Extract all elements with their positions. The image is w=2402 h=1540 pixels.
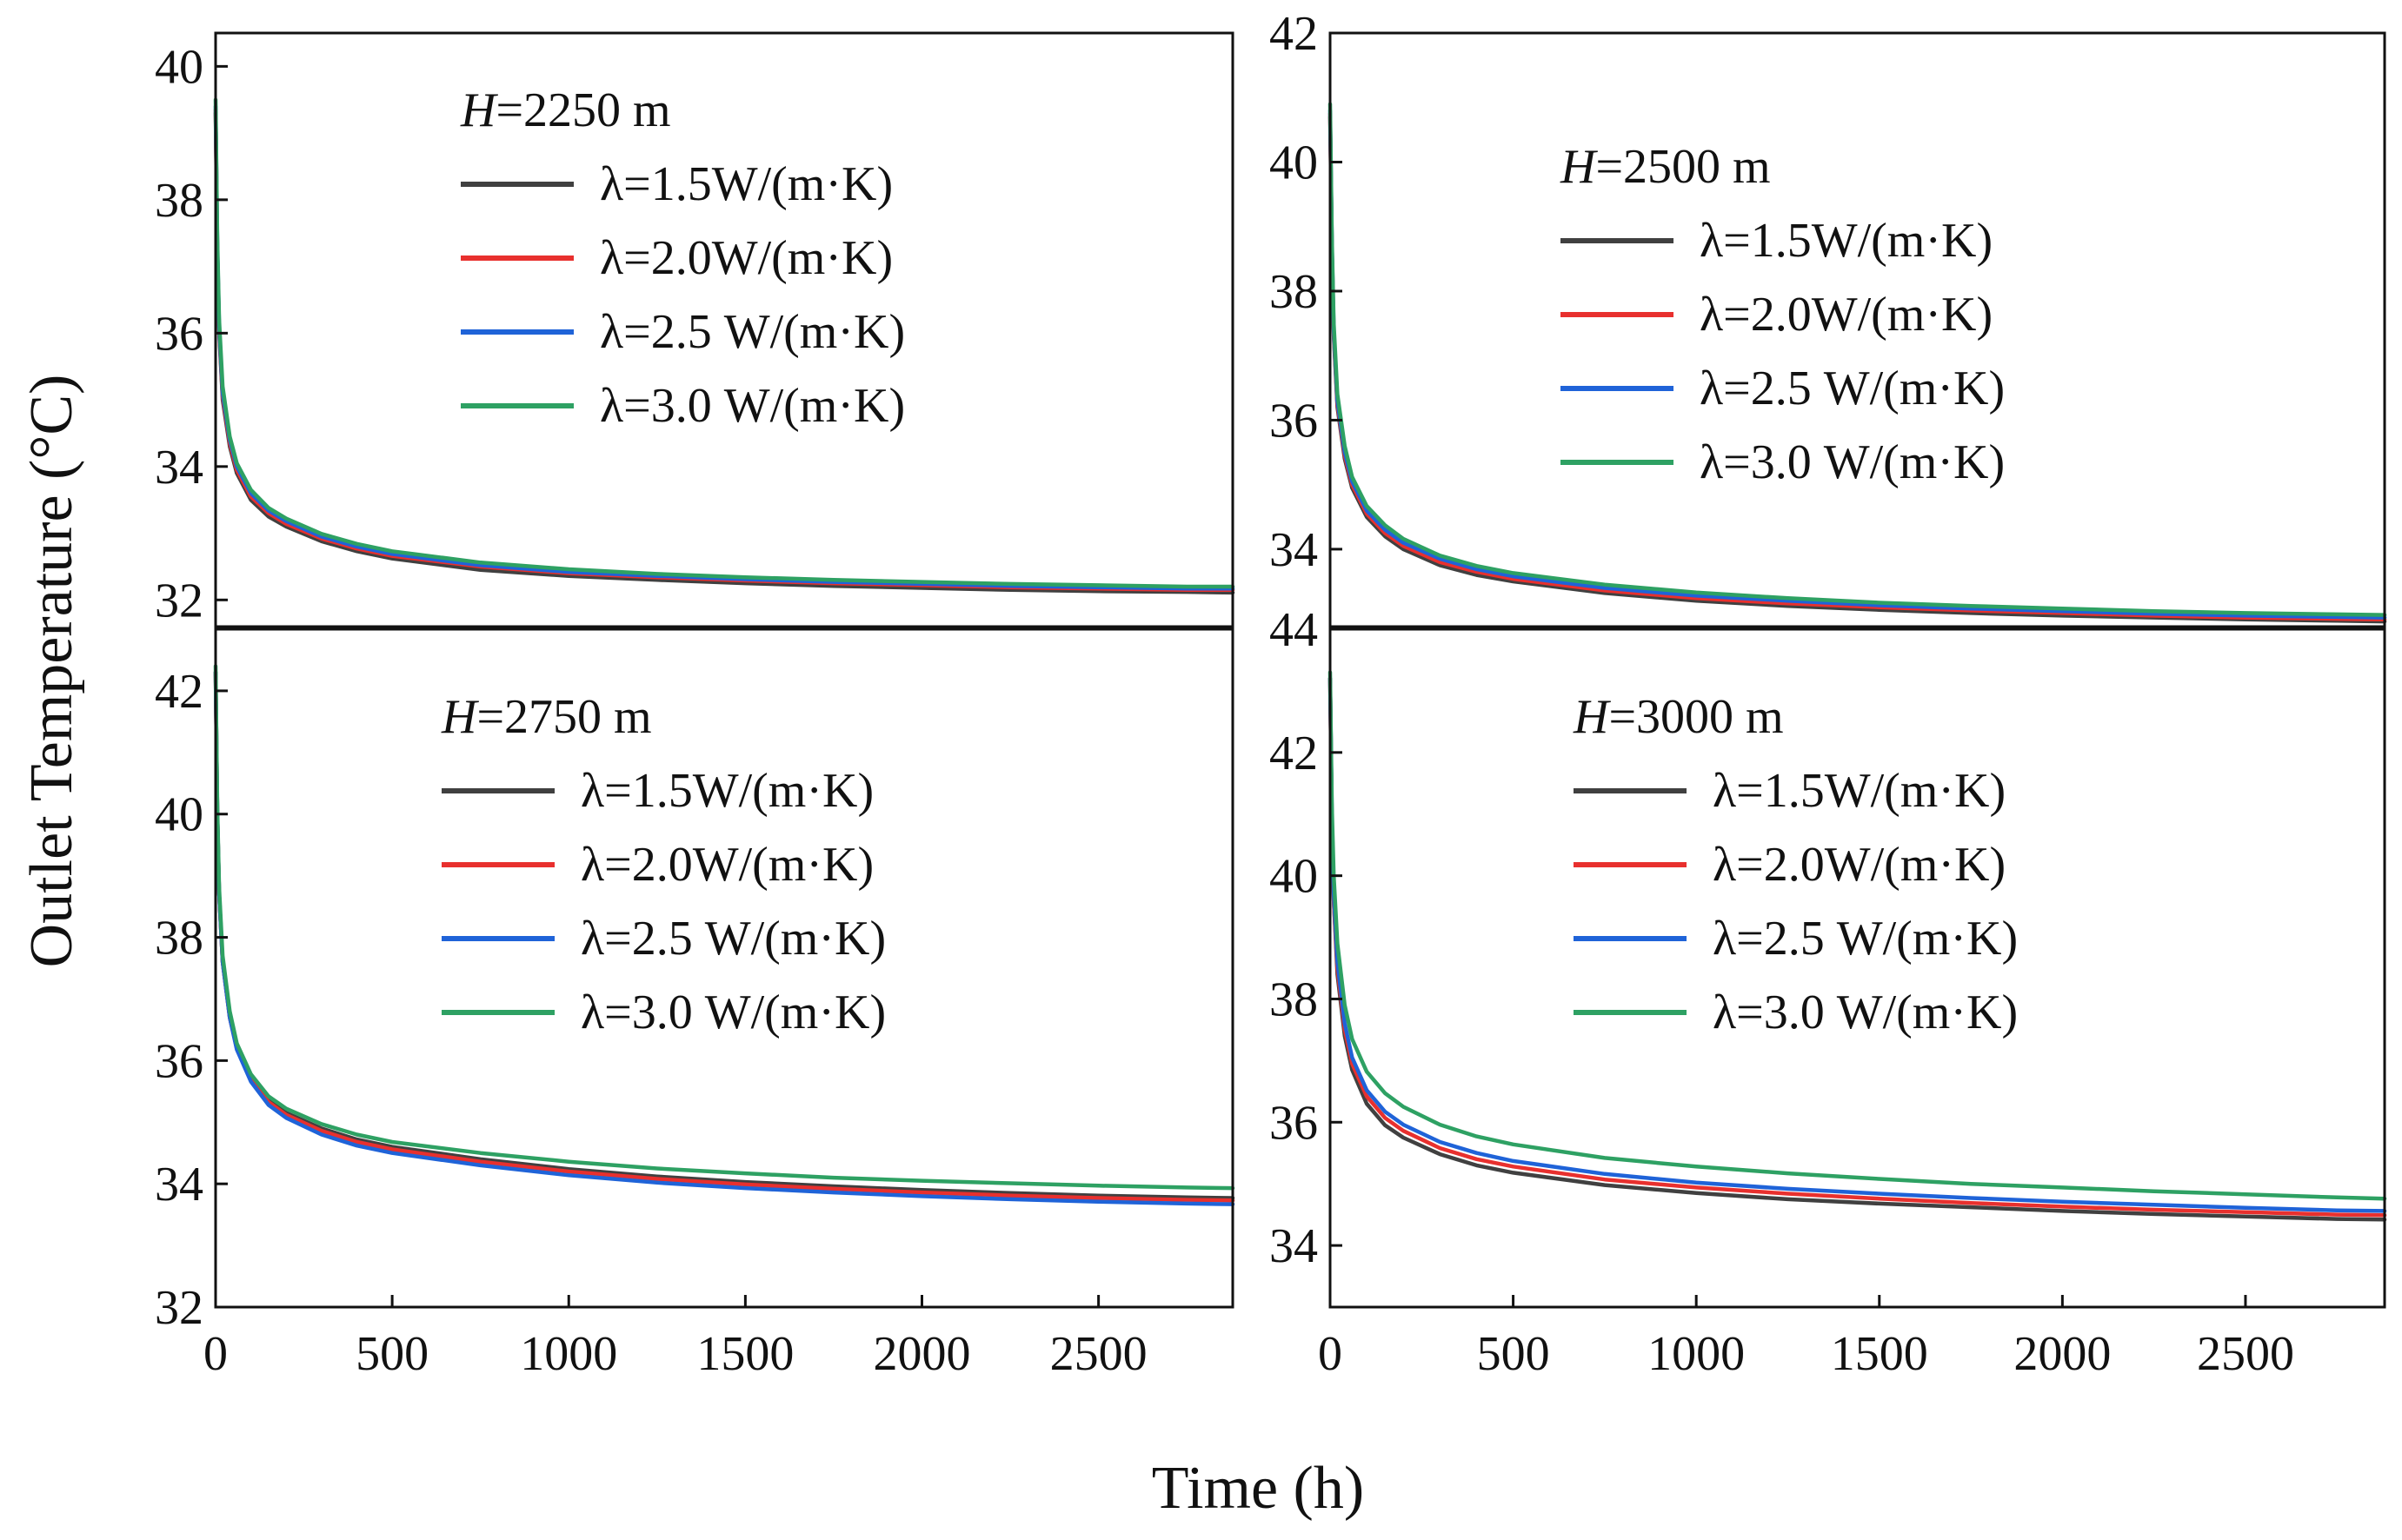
x-tick-label: 2500 <box>1050 1327 1148 1381</box>
y-tick-label: 42 <box>1269 7 1318 61</box>
panel-title-value: =2750 m <box>476 690 651 744</box>
y-tick-label: 36 <box>1269 394 1318 448</box>
panel-title-value: =3000 m <box>1608 690 1783 744</box>
legend-label: λ=1.5W/(m·K) <box>1700 214 1993 268</box>
legend-label: λ=2.0W/(m·K) <box>1700 288 1993 342</box>
panel-title: H=2500 m <box>1560 140 1771 194</box>
panel-title: H=3000 m <box>1573 690 1784 744</box>
plot-frame <box>214 627 1234 1309</box>
y-tick-label: 34 <box>1269 523 1318 577</box>
legend-label: λ=2.0W/(m·K) <box>581 838 874 892</box>
y-tick-label: 34 <box>155 1158 203 1211</box>
y-tick-label: 34 <box>155 441 203 495</box>
x-axis-title: Time (h) <box>1152 1455 1364 1522</box>
panel-4: 34 36 38 40 42 44 0 500 1000 1500 2000 2500 H=3000 m… <box>1269 603 2387 1381</box>
legend-label: λ=2.5 W/(m·K) <box>581 912 886 966</box>
panel-title: H=2750 m <box>441 690 652 744</box>
legend-label: λ=2.5 W/(m·K) <box>1700 362 2005 415</box>
x-tick-label: 1000 <box>1647 1327 1745 1381</box>
series-line-4 <box>1327 670 2387 1201</box>
x-tick-label: 2000 <box>874 1327 971 1381</box>
panel-title-variable: H <box>1573 690 1611 744</box>
y-tick-label: 40 <box>155 40 203 94</box>
x-tick-label: 0 <box>1318 1327 1342 1381</box>
x-tick-label: 0 <box>203 1327 228 1381</box>
series-line-4 <box>1327 102 2387 617</box>
panel-3: 32 34 36 38 40 42 0 500 1000 1500 2000 2500 H=2750 m… <box>155 627 1235 1381</box>
y-tick-label: 36 <box>1269 1096 1318 1150</box>
panel-title: H=2250 m <box>460 83 671 137</box>
panel-title-value: =2500 m <box>1595 140 1770 194</box>
y-axis-title: Outlet Temperature (°C) <box>18 375 85 968</box>
x-tick-label: 1500 <box>696 1327 794 1381</box>
y-tick-label: 32 <box>155 574 203 627</box>
x-tick-label: 500 <box>1477 1327 1550 1381</box>
y-tick-label: 40 <box>155 788 203 842</box>
legend-label: λ=1.5W/(m·K) <box>1713 764 2006 818</box>
legend-label: λ=2.5 W/(m·K) <box>600 305 905 359</box>
legend-label: λ=3.0 W/(m·K) <box>600 379 905 433</box>
panel-1: 32 34 36 38 40 H=2250 m λ=1.5W/(m·K) λ=2.0W/(m·… <box>155 31 1235 628</box>
x-tick-label: 500 <box>356 1327 429 1381</box>
x-tick-label: 1500 <box>1831 1327 1928 1381</box>
panel-title-variable: H <box>460 83 498 137</box>
y-tick-label: 38 <box>155 912 203 966</box>
legend-label: λ=3.0 W/(m·K) <box>1700 435 2005 489</box>
panel-title-variable: H <box>441 690 479 744</box>
plot-frame <box>214 31 1234 628</box>
x-tick-label: 2000 <box>2013 1327 2111 1381</box>
legend-label: λ=2.5 W/(m·K) <box>1713 912 2018 966</box>
y-tick-label: 44 <box>1269 603 1318 657</box>
legend-label: λ=1.5W/(m·K) <box>600 157 893 211</box>
series-line-4 <box>213 97 1235 589</box>
plot-frame <box>1328 627 2386 1309</box>
y-tick-label: 40 <box>1269 136 1318 189</box>
legend-label: λ=3.0 W/(m·K) <box>1713 986 2018 1039</box>
y-tick-label: 32 <box>155 1281 203 1335</box>
plot-frame <box>1328 31 2386 628</box>
legend-label: λ=2.0W/(m·K) <box>600 231 893 285</box>
y-tick-label: 38 <box>1269 265 1318 319</box>
legend-label: λ=3.0 W/(m·K) <box>581 986 886 1039</box>
x-tick-label: 2500 <box>2197 1327 2294 1381</box>
y-tick-label: 36 <box>155 307 203 361</box>
y-tick-label: 38 <box>155 174 203 228</box>
y-tick-label: 34 <box>1269 1219 1318 1273</box>
x-tick-label: 1000 <box>520 1327 617 1381</box>
panel-title-value: =2250 m <box>496 83 670 137</box>
y-tick-label: 38 <box>1269 972 1318 1026</box>
panel-2: 34 36 38 40 42 H=2500 m λ=1.5W/(m·K) λ=2.0W/(m·… <box>1269 7 2387 628</box>
y-tick-label: 42 <box>1269 727 1318 780</box>
y-tick-label: 40 <box>1269 850 1318 904</box>
panel-title-variable: H <box>1560 140 1598 194</box>
series-line-4 <box>213 664 1235 1191</box>
legend-label: λ=1.5W/(m·K) <box>581 764 874 818</box>
y-tick-label: 42 <box>155 665 203 719</box>
legend-label: λ=2.0W/(m·K) <box>1713 838 2006 892</box>
series-line-3 <box>1327 676 2387 1213</box>
y-tick-label: 36 <box>155 1034 203 1088</box>
